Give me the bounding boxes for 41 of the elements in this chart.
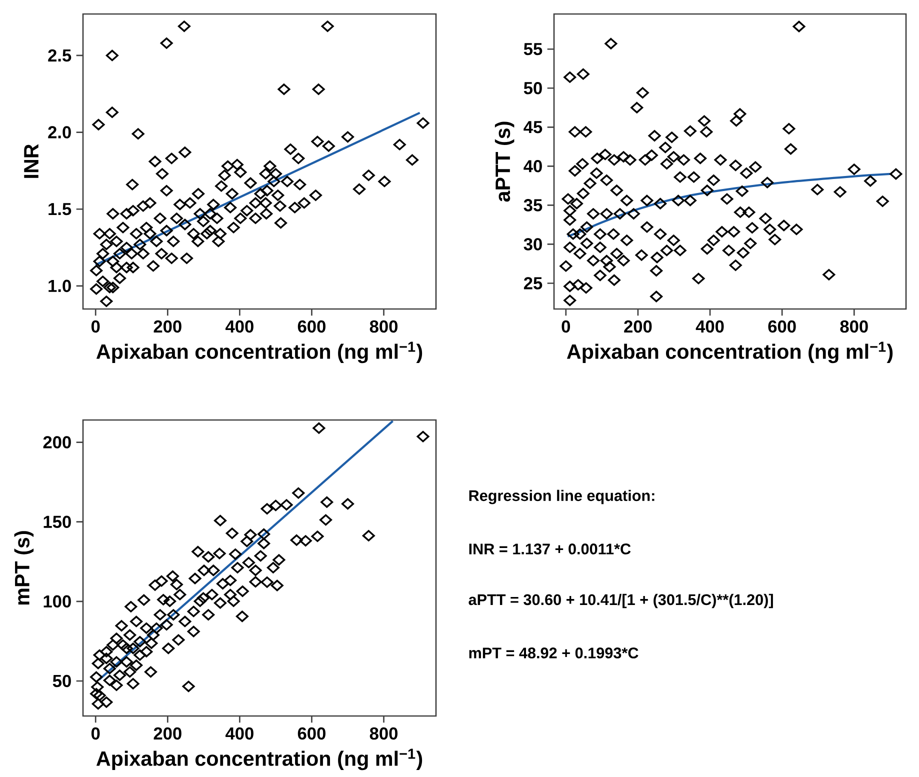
y-tick-label: 2.5: [48, 49, 72, 62]
x-tick-label: 600: [298, 320, 326, 333]
x-tick-label: 200: [154, 320, 182, 333]
y-axis-title: aPTT (s): [494, 122, 514, 202]
x-axis-title: Apixaban concentration (ng ml$^{−1}$): [566, 342, 893, 364]
text: mPT = 48.92 + 0.1993*C: [469, 648, 638, 658]
y-tick-label: 35: [524, 199, 542, 212]
y-tick-label: 100: [44, 595, 71, 608]
x-tick-label: 800: [370, 320, 398, 333]
x-tick-label: 800: [840, 320, 868, 333]
x-tick-label: 0: [91, 320, 100, 333]
y-tick-label: 150: [44, 516, 71, 528]
x-axis-title: Apixaban concentration (ng ml$^{−1}$): [96, 342, 422, 364]
y-tick-label: 30: [524, 238, 542, 250]
x-axis-title: Apixaban concentration (ng ml$^{−1}$): [96, 748, 422, 770]
y-tick-label: 50: [524, 82, 542, 94]
x-tick-label: 400: [225, 320, 254, 333]
y-tick-label: 1.5: [48, 203, 72, 216]
y-tick-label: 2.0: [48, 126, 71, 138]
y-tick-label: 55: [524, 43, 542, 56]
x-tick-label: 400: [226, 727, 254, 740]
x-tick-label: 600: [768, 320, 796, 333]
text: aPTT = 30.60 + 10.41/[1 + (301.5/C)**(1.20)]: [468, 594, 773, 608]
y-tick-label: 200: [43, 436, 71, 448]
line-series: [566, 172, 892, 238]
text: Regression line equation:: [469, 490, 654, 504]
x-tick-label: 600: [298, 727, 326, 740]
y-tick-label: 1.0: [48, 280, 71, 292]
x-tick-label: 0: [562, 320, 570, 333]
y-axis-title: mPT (s): [14, 531, 34, 605]
y-axis-title: INR: [24, 144, 38, 178]
x-tick-label: 200: [624, 320, 652, 333]
y-tick-label: 25: [524, 277, 542, 290]
x-tick-label: 400: [696, 320, 724, 333]
y-tick-label: 50: [52, 674, 71, 688]
y-tick-label: 45: [524, 121, 542, 134]
x-tick-label: 200: [154, 727, 182, 740]
x-tick-label: 800: [370, 727, 398, 740]
x-tick-label: 0: [91, 727, 100, 740]
text: INR = 1.137 + 0.0011*C: [469, 544, 631, 554]
y-tick-label: 40: [524, 160, 542, 172]
